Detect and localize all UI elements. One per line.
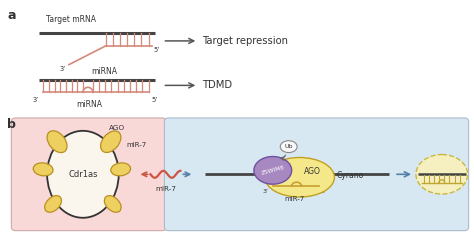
Text: miRNA: miRNA <box>76 100 102 109</box>
FancyBboxPatch shape <box>164 118 469 231</box>
Text: TDMD: TDMD <box>202 80 232 90</box>
Text: miR-7: miR-7 <box>284 196 305 202</box>
FancyBboxPatch shape <box>11 118 166 231</box>
Text: Cyrano: Cyrano <box>337 171 364 180</box>
Text: miRNA: miRNA <box>91 67 117 75</box>
Text: Target repression: Target repression <box>202 36 288 46</box>
Text: 3’: 3’ <box>263 189 269 194</box>
Text: 3’: 3’ <box>60 66 66 72</box>
Ellipse shape <box>111 163 130 176</box>
Ellipse shape <box>45 196 62 212</box>
Ellipse shape <box>100 131 121 152</box>
Text: miR-7: miR-7 <box>155 186 176 192</box>
Text: Cdr1as: Cdr1as <box>68 170 98 179</box>
Text: AGO: AGO <box>109 125 125 131</box>
Text: ZSWIM8: ZSWIM8 <box>261 165 285 176</box>
Ellipse shape <box>47 131 67 153</box>
Ellipse shape <box>104 196 121 212</box>
Text: b: b <box>8 118 16 131</box>
Ellipse shape <box>280 141 297 153</box>
Text: 5’: 5’ <box>152 97 158 103</box>
Text: Target mRNA: Target mRNA <box>46 15 96 24</box>
Text: 5’: 5’ <box>320 189 327 194</box>
Text: Ub: Ub <box>284 144 293 149</box>
Text: AGO: AGO <box>304 167 321 176</box>
Ellipse shape <box>254 157 292 184</box>
Ellipse shape <box>33 163 53 176</box>
Text: miR-7: miR-7 <box>127 142 147 148</box>
Ellipse shape <box>47 131 118 218</box>
Text: 3’: 3’ <box>33 97 39 103</box>
Ellipse shape <box>416 154 468 194</box>
Ellipse shape <box>265 158 335 197</box>
Text: a: a <box>8 9 16 22</box>
Text: 5’: 5’ <box>154 47 160 53</box>
